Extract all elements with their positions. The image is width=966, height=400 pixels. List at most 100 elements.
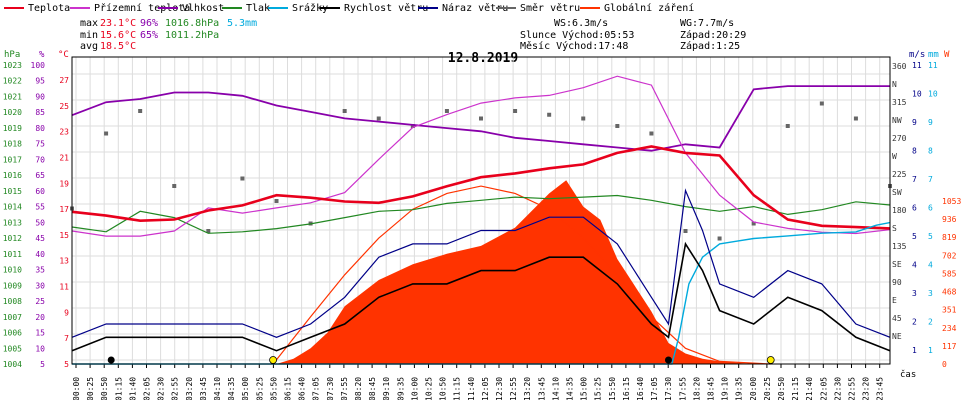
y-tick-celsius: 25	[59, 102, 69, 111]
y-tick-ms: 3	[912, 289, 917, 298]
y-tick-pct: 50	[35, 218, 45, 227]
moon-marker	[107, 356, 115, 364]
y-tick-mm: 4	[928, 261, 933, 270]
info-sun-rise: Slunce Východ:05:53	[520, 29, 634, 41]
y-tick-hpa: 1007	[3, 313, 22, 322]
pressure-line	[71, 194, 891, 234]
stat-max-label: max	[80, 18, 98, 29]
stat-min-temp: 15.6°C	[100, 30, 136, 41]
sun-marker	[766, 356, 775, 364]
axis-hpa-unit: hPa	[4, 50, 20, 60]
legend-label: Srážky	[292, 2, 328, 14]
y-tick-hpa: 1018	[3, 140, 22, 149]
wind-direction-point	[410, 124, 415, 128]
x-tick-label: 11:15	[453, 377, 462, 400]
y-tick-celsius: 21	[59, 153, 69, 162]
y-tick-hpa: 1006	[3, 329, 22, 338]
x-tick-label: 11:40	[467, 377, 476, 400]
y-tick-direction: N	[892, 80, 897, 89]
wind-direction-point	[274, 199, 279, 203]
x-tick-label: 15:25	[594, 377, 603, 400]
x-tick-label: 09:10	[382, 377, 391, 400]
wind-direction-point	[717, 236, 722, 241]
x-tick-label: 15:00	[580, 377, 589, 400]
x-tick-label: 22:05	[819, 377, 828, 400]
wind-direction-point	[683, 229, 688, 233]
y-tick-mm: 7	[928, 175, 933, 184]
y-tick-direction: 315	[892, 98, 907, 107]
x-tick-label: 20:50	[777, 377, 786, 400]
y-tick-mm: 3	[928, 289, 933, 298]
wind-direction-point	[649, 131, 654, 136]
y-tick-pct: 40	[35, 250, 45, 259]
wind-direction-point	[547, 112, 552, 117]
y-tick-direction: 90	[892, 278, 902, 287]
y-tick-celsius: 7	[64, 334, 69, 343]
wind-direction-point	[138, 109, 143, 113]
x-tick-label: 04:10	[213, 377, 222, 400]
y-tick-wm2: 351	[942, 306, 957, 315]
legend-label: Teplota	[28, 3, 70, 14]
y-tick-celsius: 11	[59, 283, 69, 292]
x-tick-label: 18:45	[707, 377, 716, 400]
moon-marker	[664, 356, 672, 364]
y-tick-mm: 11	[928, 61, 938, 70]
x-tick-label: 19:10	[721, 377, 730, 400]
temperature-line	[71, 145, 891, 230]
y-tick-wm2: 0	[942, 360, 947, 369]
x-tick-label: 16:40	[636, 377, 645, 400]
y-tick-hpa: 1019	[3, 124, 22, 133]
y-tick-pct: 10	[35, 344, 45, 353]
y-tick-hpa: 1009	[3, 281, 22, 290]
y-tick-pct: 35	[35, 266, 45, 275]
x-tick-label: 07:55	[340, 377, 349, 400]
y-tick-pct: 25	[35, 297, 45, 306]
ground-temp-line	[71, 75, 891, 237]
y-tick-ms: 5	[912, 232, 917, 241]
info-moon-rise: Měsíc Východ:17:48	[520, 40, 628, 52]
x-tick-label: 03:45	[199, 377, 208, 400]
stat-rain-total: 5.3mm	[227, 18, 257, 29]
y-tick-wm2: 468	[942, 288, 957, 297]
y-tick-direction: NE	[892, 332, 902, 341]
plot-frame	[71, 56, 891, 365]
x-tick-label: 00:50	[100, 377, 109, 400]
x-tick-label: 01:15	[114, 377, 123, 400]
stat-avg-temp: 18.5°C	[100, 41, 136, 52]
info-sun-set: Západ:20:29	[680, 29, 746, 41]
legend-label: Globální záření	[604, 2, 694, 14]
x-tick-label: 08:20	[354, 377, 363, 400]
wind-direction-point	[376, 116, 381, 121]
x-tick-label: 10:50	[439, 377, 448, 400]
legend-label: Vlhkost	[182, 3, 224, 14]
y-tick-ms: 10	[912, 90, 922, 99]
y-tick-hpa: 1016	[3, 171, 22, 180]
x-tick-label: 07:30	[326, 377, 335, 400]
stat-max-temp: 23.1°C	[100, 18, 136, 29]
y-tick-celsius: 13	[59, 257, 69, 266]
x-tick-label: 19:35	[735, 377, 744, 400]
y-tick-hpa: 1008	[3, 297, 22, 306]
x-tick-label: 23:20	[862, 377, 871, 400]
x-tick-label: 02:55	[171, 377, 180, 400]
y-tick-hpa: 1011	[3, 250, 22, 259]
x-tick-label: 14:10	[551, 377, 560, 400]
x-tick-label: 02:30	[157, 377, 166, 400]
y-tick-hpa: 1012	[3, 234, 22, 243]
info-moon-set: Západ:1:25	[680, 40, 740, 52]
y-tick-mm: 6	[928, 204, 933, 213]
wind-direction-point	[819, 101, 824, 106]
y-tick-direction: 360	[892, 62, 907, 71]
y-tick-wm2: 702	[942, 251, 957, 260]
y-tick-hpa: 1021	[3, 92, 22, 101]
y-tick-mm: 2	[928, 318, 933, 327]
y-tick-wm2: 117	[942, 342, 957, 351]
axis-units: hPa % °C m/s mm W čas	[4, 50, 950, 380]
x-tick-label: 02:05	[143, 377, 152, 400]
wind-direction-point	[615, 124, 620, 128]
humidity-line	[71, 85, 890, 152]
y-tick-wm2: 585	[942, 269, 957, 278]
y-tick-wm2: 819	[942, 233, 957, 242]
y-tick-direction: S	[892, 224, 897, 233]
